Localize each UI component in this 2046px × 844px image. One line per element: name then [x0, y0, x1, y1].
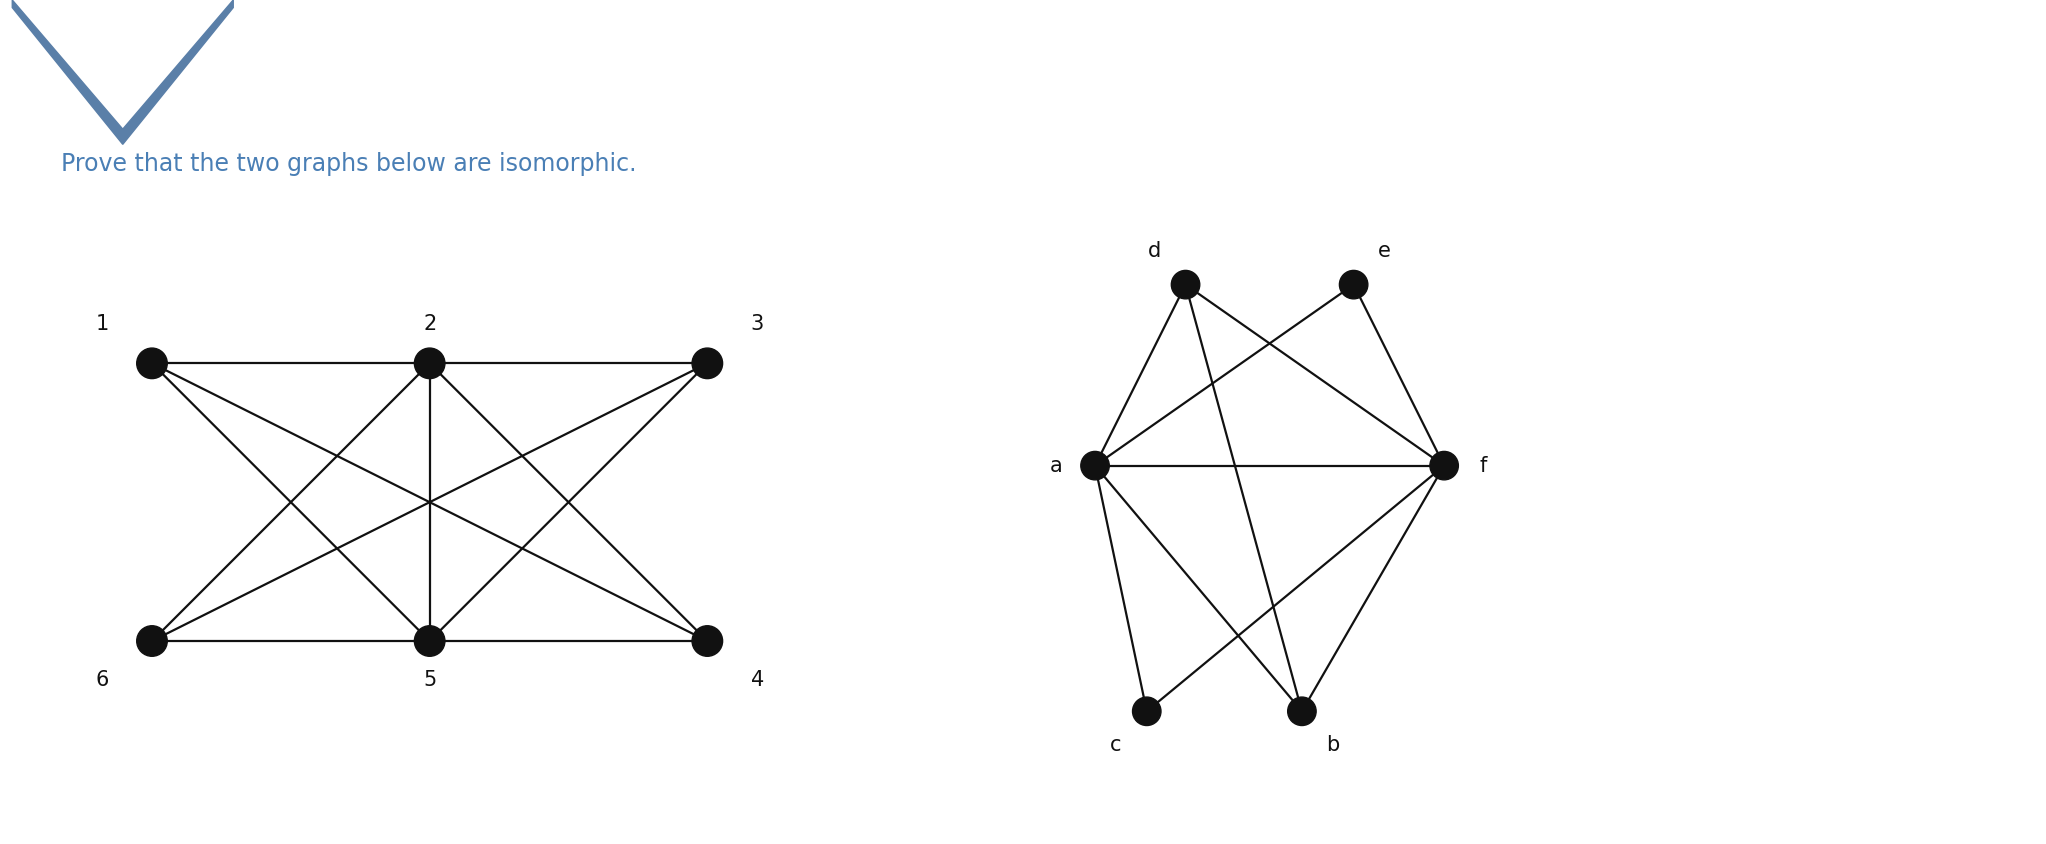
Text: f: f	[1479, 456, 1487, 476]
Circle shape	[1170, 270, 1199, 299]
Text: 1: 1	[96, 315, 108, 334]
Circle shape	[1287, 697, 1316, 726]
Circle shape	[415, 625, 444, 657]
Text: 6: 6	[96, 670, 108, 690]
Text: e: e	[1379, 241, 1391, 261]
Circle shape	[692, 625, 722, 657]
Polygon shape	[12, 0, 233, 144]
Text: 3: 3	[751, 315, 763, 334]
Text: 2: 2	[424, 315, 436, 334]
Circle shape	[1080, 452, 1109, 480]
Text: b: b	[1326, 735, 1340, 755]
Circle shape	[1133, 697, 1160, 726]
Circle shape	[692, 348, 722, 379]
Circle shape	[137, 348, 168, 379]
Circle shape	[1430, 452, 1459, 480]
Text: c: c	[1111, 735, 1121, 755]
Text: a: a	[1050, 456, 1062, 476]
Circle shape	[1340, 270, 1369, 299]
Text: d: d	[1148, 241, 1162, 261]
Circle shape	[415, 348, 444, 379]
Circle shape	[137, 625, 168, 657]
Text: 5: 5	[424, 670, 436, 690]
Text: 4: 4	[751, 670, 763, 690]
Text: Prove that the two graphs below are isomorphic.: Prove that the two graphs below are isom…	[61, 152, 636, 176]
